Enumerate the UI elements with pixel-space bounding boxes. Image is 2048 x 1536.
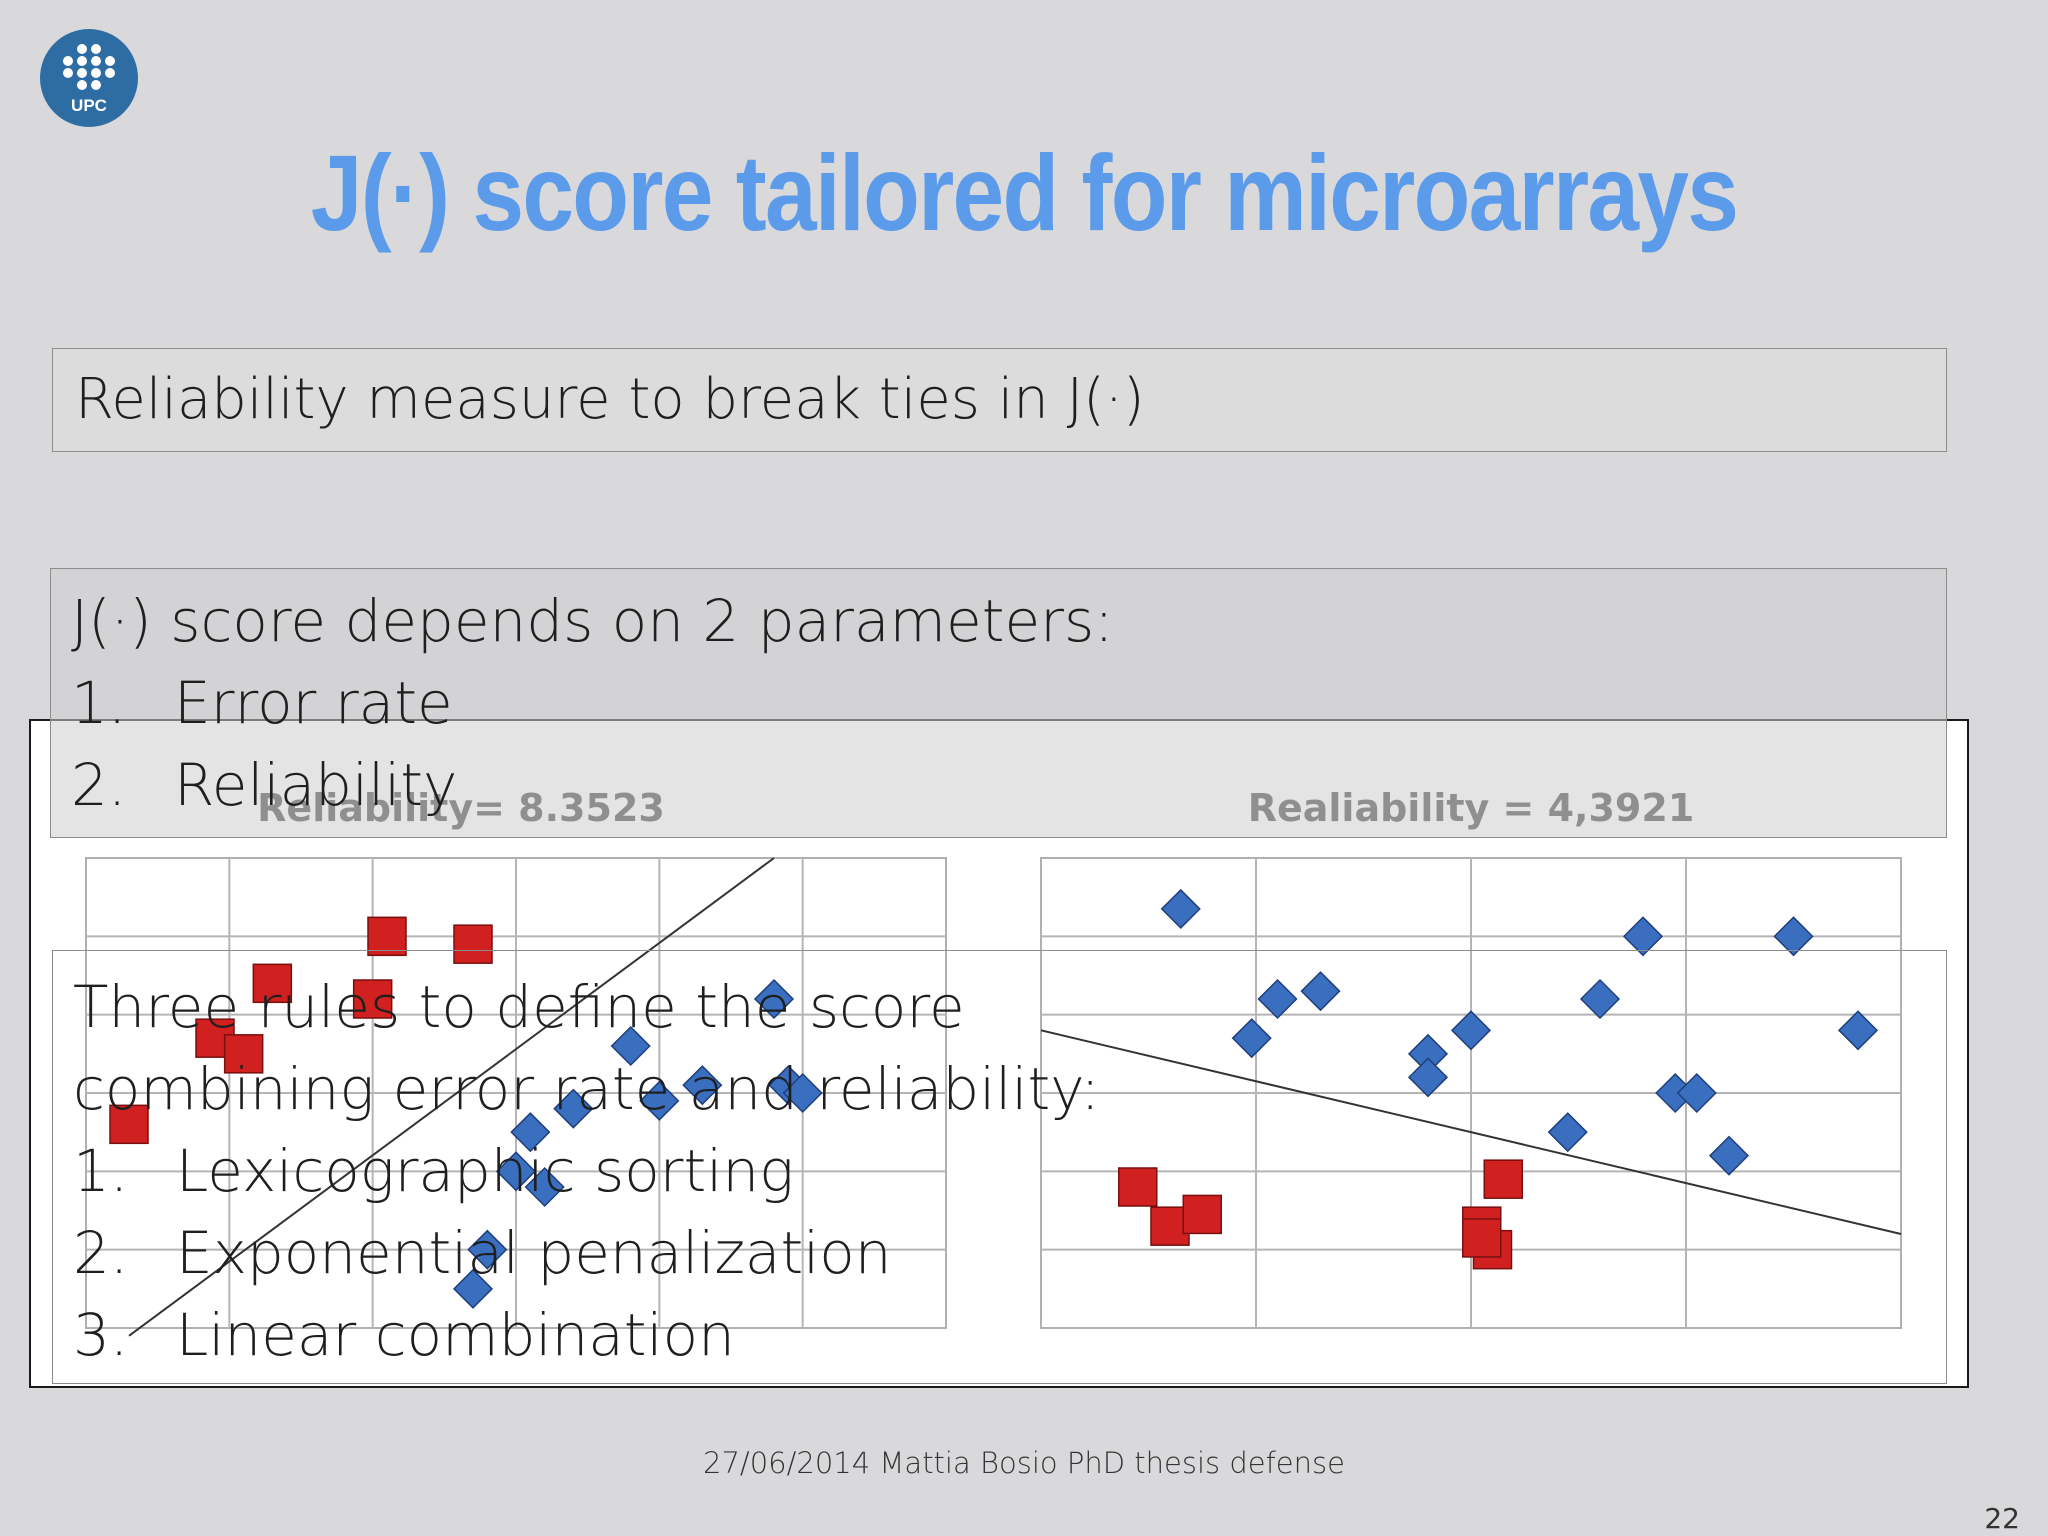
diamond-point — [610, 1025, 651, 1067]
logo-dot — [105, 56, 115, 66]
separating-line — [1040, 1029, 1902, 1235]
item-number: 3. — [73, 1301, 129, 1369]
slide-title: J(·) score tailored for microarrays — [310, 132, 1739, 253]
logo-dot — [77, 44, 87, 54]
diamond-point — [1257, 978, 1298, 1020]
item-number: 2. — [71, 751, 127, 819]
rules-heading-line1: Three rules to define the score — [73, 973, 965, 1041]
diamond-point — [510, 1112, 551, 1153]
diamond-point — [1708, 1135, 1750, 1176]
diamond-point — [753, 978, 795, 1020]
diamond-point — [1300, 971, 1341, 1012]
diamond-point — [1450, 1010, 1492, 1051]
square-point — [1182, 1194, 1222, 1235]
diamond-point — [1407, 1057, 1449, 1098]
square-point — [109, 1104, 149, 1145]
diamond-point — [682, 1065, 723, 1106]
diamond-point — [1773, 916, 1814, 957]
logo-dot — [77, 80, 87, 90]
logo-dot — [63, 56, 73, 66]
item-number: 2. — [73, 1219, 129, 1287]
square-point — [1118, 1167, 1158, 1207]
separating-line — [128, 857, 775, 1337]
square-point — [252, 963, 293, 1004]
diamond-point — [1579, 978, 1621, 1020]
reliability-text-box: Reliability measure to break ties in J(·… — [52, 348, 1947, 452]
item-text: Reliability — [174, 751, 458, 819]
diamond-point — [1160, 888, 1201, 929]
diamond-point — [1837, 1010, 1879, 1051]
upc-logo-icon: UPC — [40, 29, 138, 127]
diamond-point — [495, 1151, 537, 1192]
diamond-point — [1231, 1018, 1272, 1059]
square-point — [1483, 1159, 1523, 1199]
logo-dot — [77, 56, 87, 66]
square-point — [352, 979, 393, 1019]
diamond-point — [452, 1268, 494, 1309]
rules-heading-line2: combining error rate and reliability: — [73, 1055, 1100, 1123]
square-point — [453, 924, 493, 964]
diamond-point — [553, 1088, 594, 1129]
parameters-box: J(·) score depends on 2 parameters: 1. Er… — [50, 568, 1947, 838]
item-text: Linear combination — [176, 1301, 735, 1369]
rule-item: 2. Exponential penalization — [73, 1219, 892, 1287]
reliability-text: Reliability measure to break ties in J(·… — [75, 367, 1145, 432]
parameters-heading: J(·) score depends on 2 parameters: — [71, 587, 1114, 655]
parameter-item: 2. Reliability — [71, 751, 457, 819]
item-text: Error rate — [174, 669, 453, 737]
logo-dot — [91, 68, 101, 78]
diamond-point — [639, 1080, 680, 1121]
page-number: 22 — [1984, 1502, 2020, 1535]
diamond-point — [1547, 1112, 1588, 1153]
upc-logo-text: UPC — [71, 96, 107, 115]
parameter-item: 1. Error rate — [71, 669, 453, 737]
diamond-point — [524, 1166, 565, 1208]
square-point — [223, 1034, 264, 1074]
logo-dot — [105, 68, 115, 78]
item-number: 1. — [73, 1137, 129, 1205]
logo-dot — [77, 68, 87, 78]
rule-item: 1. Lexicographic sorting — [73, 1137, 794, 1205]
logo-dot — [63, 68, 73, 78]
footer-text: 27/06/2014 Mattia Bosio PhD thesis defen… — [703, 1446, 1345, 1480]
rule-item: 3. Linear combination — [73, 1301, 735, 1369]
logo-dot — [91, 56, 101, 66]
item-text: Lexicographic sorting — [176, 1137, 794, 1205]
diamond-point — [1676, 1072, 1717, 1114]
scatter-charts: Reliability= 8.3523 Realiability = 4,392… — [85, 786, 1902, 1337]
chart-panel: Reliability= 8.3523 Realiability = 4,392… — [29, 719, 1969, 1388]
logo-dot — [91, 44, 101, 54]
square-point — [1462, 1218, 1502, 1258]
square-point — [367, 916, 407, 957]
rules-box: Three rules to define the score combinin… — [52, 950, 1947, 1384]
diamond-point — [467, 1229, 508, 1270]
item-text: Exponential penalization — [176, 1219, 892, 1287]
diamond-point — [782, 1072, 823, 1114]
item-number: 1. — [71, 669, 127, 737]
logo-dot — [91, 80, 101, 90]
diamond-point — [1622, 916, 1664, 957]
